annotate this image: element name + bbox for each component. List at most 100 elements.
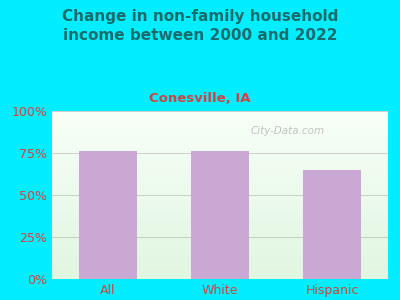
Bar [52, 235, 388, 237]
Bar [52, 170, 388, 172]
Bar [52, 205, 388, 207]
Bar [52, 259, 388, 260]
Bar [52, 155, 388, 156]
Bar [52, 185, 388, 187]
Bar [52, 150, 388, 151]
Bar [52, 240, 388, 242]
Bar [79, 151, 137, 279]
Bar [52, 146, 388, 148]
Bar [52, 272, 388, 274]
Bar [52, 113, 388, 114]
Bar [52, 207, 388, 208]
Bar [52, 264, 388, 266]
Bar [52, 245, 388, 247]
Bar [52, 267, 388, 269]
Bar [52, 203, 388, 205]
Bar [52, 232, 388, 234]
Bar [52, 220, 388, 222]
Text: Conesville, IA: Conesville, IA [149, 92, 251, 104]
Bar [52, 215, 388, 217]
Bar [52, 225, 388, 227]
Bar [52, 121, 388, 123]
Bar [52, 143, 388, 145]
Bar [52, 182, 388, 183]
Bar [52, 138, 388, 140]
Bar [52, 156, 388, 158]
Bar [52, 173, 388, 175]
Bar [52, 119, 388, 121]
Bar [52, 176, 388, 178]
Bar [52, 136, 388, 138]
Bar [52, 217, 388, 218]
Bar [52, 193, 388, 195]
Bar [52, 116, 388, 118]
Bar [191, 151, 249, 279]
Bar [52, 145, 388, 146]
Bar [52, 222, 388, 224]
Bar [52, 128, 388, 130]
Bar [52, 118, 388, 119]
Bar [52, 172, 388, 173]
Bar [52, 239, 388, 240]
Bar [52, 224, 388, 225]
Bar [52, 114, 388, 116]
Bar [52, 214, 388, 215]
Bar [52, 123, 388, 124]
Bar [52, 234, 388, 235]
Bar [52, 244, 388, 245]
Bar [52, 195, 388, 197]
Bar [52, 192, 388, 193]
Bar [52, 247, 388, 249]
Bar [52, 200, 388, 202]
Bar [52, 134, 388, 136]
Bar [52, 190, 388, 192]
Bar [52, 187, 388, 188]
Bar [52, 210, 388, 212]
Bar [52, 212, 388, 214]
Bar [52, 158, 388, 160]
Bar [52, 163, 388, 165]
Bar [52, 202, 388, 203]
Text: City-Data.com: City-Data.com [250, 126, 324, 136]
Bar [52, 254, 388, 256]
Bar [52, 266, 388, 267]
Bar [52, 256, 388, 257]
Bar [52, 148, 388, 150]
Bar [52, 198, 388, 200]
Bar [52, 133, 388, 134]
Bar [52, 252, 388, 254]
Bar [52, 271, 388, 272]
Bar [52, 227, 388, 229]
Bar [52, 151, 388, 153]
Bar [52, 269, 388, 271]
Bar [52, 242, 388, 244]
Bar [52, 175, 388, 176]
Bar [52, 197, 388, 198]
Bar [52, 153, 388, 155]
Text: Change in non-family household
income between 2000 and 2022: Change in non-family household income be… [62, 9, 338, 43]
Bar [52, 130, 388, 131]
Bar [52, 262, 388, 264]
Bar [52, 249, 388, 250]
Bar [52, 161, 388, 163]
Bar [52, 208, 388, 210]
Bar [52, 140, 388, 141]
Bar [52, 229, 388, 230]
Bar [52, 111, 388, 113]
Bar [52, 180, 388, 182]
Bar [52, 230, 388, 232]
Bar [52, 183, 388, 185]
Bar [52, 168, 388, 170]
Bar [303, 170, 361, 279]
Bar [52, 188, 388, 190]
Bar [52, 141, 388, 143]
Bar [52, 260, 388, 262]
Bar [52, 257, 388, 259]
Bar [52, 237, 388, 239]
Bar [52, 124, 388, 126]
Bar [52, 126, 388, 128]
Bar [52, 277, 388, 279]
Bar [52, 131, 388, 133]
Bar [52, 160, 388, 161]
Bar [52, 250, 388, 252]
